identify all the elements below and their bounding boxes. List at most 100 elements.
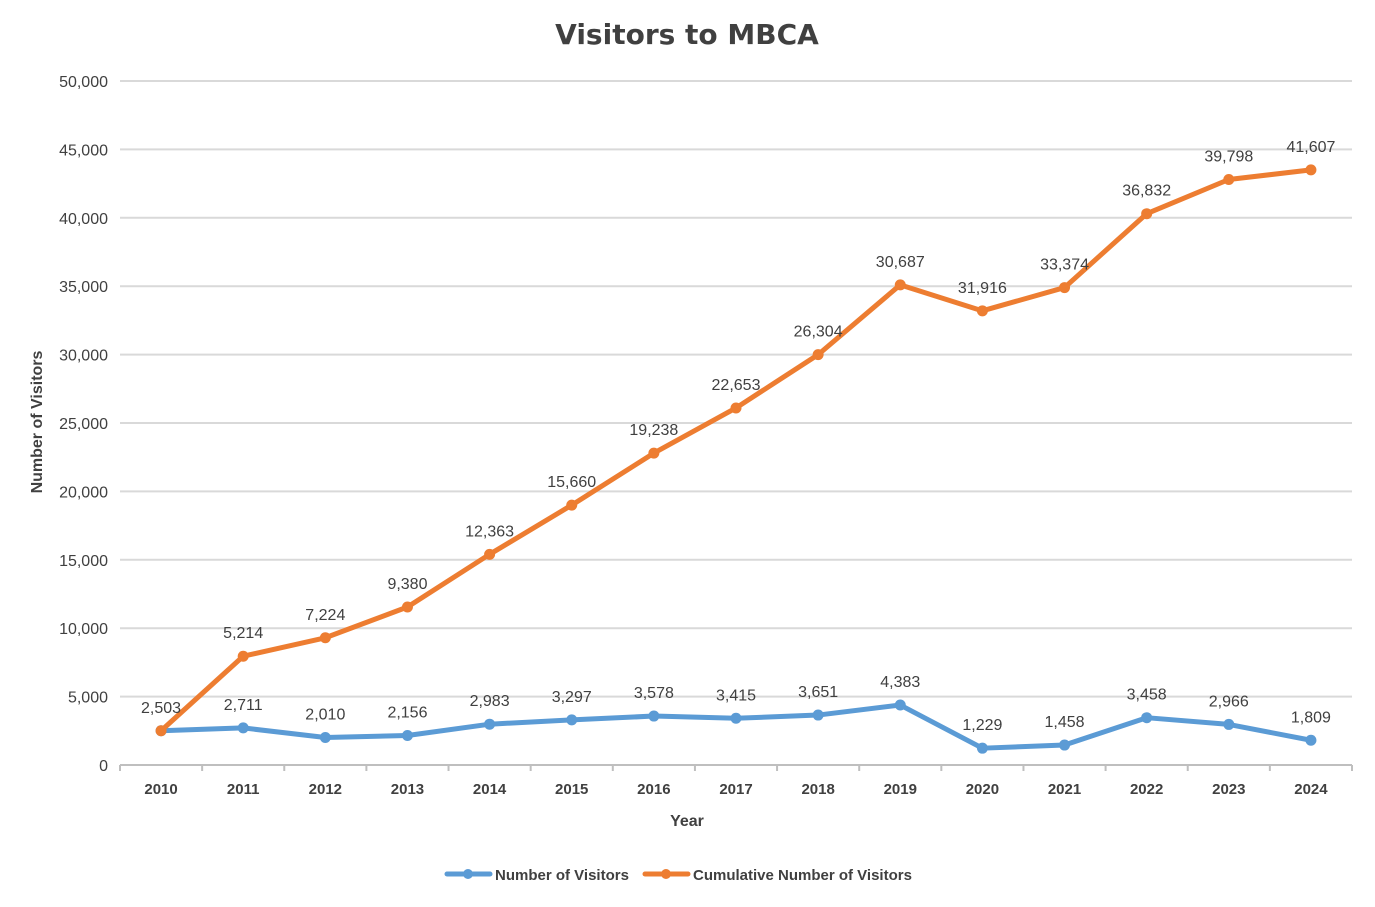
x-tick-label: 2012 bbox=[309, 781, 342, 798]
data-point[interactable] bbox=[1223, 718, 1235, 730]
data-point[interactable] bbox=[1223, 173, 1235, 185]
y-tick-label: 40,000 bbox=[59, 211, 108, 228]
data-point[interactable] bbox=[1059, 739, 1071, 751]
x-tick-label: 2024 bbox=[1294, 781, 1328, 798]
data-label: 22,653 bbox=[712, 377, 761, 394]
data-label: 4,383 bbox=[880, 674, 920, 691]
data-label: 19,238 bbox=[629, 422, 678, 439]
data-point[interactable] bbox=[566, 499, 578, 511]
y-tick-label: 15,000 bbox=[59, 553, 108, 570]
data-label: 2,966 bbox=[1209, 693, 1249, 710]
data-point[interactable] bbox=[1059, 282, 1071, 294]
data-label: 30,687 bbox=[876, 254, 925, 271]
data-point[interactable] bbox=[1305, 734, 1317, 746]
data-point[interactable] bbox=[976, 305, 988, 317]
legend-label-cumulative-number-of-visitors: Cumulative Number of Visitors bbox=[693, 867, 912, 884]
data-point[interactable] bbox=[484, 718, 496, 730]
data-point[interactable] bbox=[730, 402, 742, 414]
data-point[interactable] bbox=[894, 699, 906, 711]
y-tick-label: 5,000 bbox=[68, 690, 108, 707]
data-point[interactable] bbox=[484, 548, 496, 560]
data-label: 2,711 bbox=[224, 697, 263, 714]
data-label: 31,916 bbox=[958, 280, 1007, 297]
data-point[interactable] bbox=[1305, 164, 1317, 176]
x-tick-label: 2017 bbox=[719, 781, 752, 798]
y-axis-tick-labels: 0 5,000 10,000 15,000 20,000 25,000 30,000 35,0… bbox=[59, 74, 108, 775]
legend-item-cumulative-number-of-visitors[interactable]: Cumulative Number of Visitors bbox=[642, 867, 912, 884]
y-tick-label: 25,000 bbox=[59, 416, 108, 433]
x-tick-label: 2023 bbox=[1212, 781, 1245, 798]
data-point[interactable] bbox=[319, 632, 331, 644]
y-tick-label: 45,000 bbox=[59, 142, 108, 159]
series-line-1 bbox=[158, 167, 1314, 734]
data-label: 2,156 bbox=[387, 705, 427, 722]
data-label: 12,363 bbox=[465, 523, 514, 540]
data-point[interactable] bbox=[566, 714, 578, 726]
chart-title: Visitors to MBCA bbox=[555, 18, 819, 51]
data-point[interactable] bbox=[237, 650, 249, 662]
data-point[interactable] bbox=[155, 725, 167, 737]
data-label: 2,503 bbox=[141, 700, 181, 717]
data-point[interactable] bbox=[730, 712, 742, 724]
data-label: 1,809 bbox=[1291, 709, 1331, 726]
y-tick-label: 10,000 bbox=[59, 621, 108, 638]
x-axis bbox=[119, 764, 1353, 771]
data-label: 7,224 bbox=[305, 607, 345, 624]
x-tick-label: 2019 bbox=[884, 781, 917, 798]
data-point[interactable] bbox=[648, 710, 660, 722]
data-label: 3,297 bbox=[552, 689, 592, 706]
x-tick-label: 2021 bbox=[1048, 781, 1081, 798]
x-tick-label: 2015 bbox=[555, 781, 588, 798]
data-point[interactable] bbox=[1141, 208, 1153, 220]
x-tick-label: 2022 bbox=[1130, 781, 1163, 798]
data-label: 36,832 bbox=[1122, 183, 1171, 200]
data-label: 15,660 bbox=[547, 474, 596, 491]
gridlines bbox=[120, 80, 1352, 698]
legend-marker-number-of-visitors bbox=[463, 869, 473, 879]
data-label: 26,304 bbox=[794, 324, 843, 341]
x-tick-label: 2018 bbox=[801, 781, 834, 798]
x-tick-label: 2014 bbox=[473, 781, 507, 798]
data-point[interactable] bbox=[894, 279, 906, 291]
data-label: 33,374 bbox=[1040, 257, 1089, 274]
data-label: 41,607 bbox=[1286, 139, 1335, 156]
data-labels: 2,503 2,711 2,010 2,156 2,983 3,297 3,578 3,415… bbox=[141, 139, 1335, 734]
legend: Number of Visitors Cumulative Number of … bbox=[444, 867, 912, 884]
legend-marker-cumulative bbox=[661, 869, 671, 879]
data-point[interactable] bbox=[812, 349, 824, 361]
x-axis-tick-labels: 2010 2011 2012 2013 2014 2015 2016 2017 2018 2019… bbox=[144, 781, 1328, 798]
y-tick-label: 0 bbox=[99, 758, 108, 775]
data-label: 2,983 bbox=[470, 693, 510, 710]
data-label: 5,214 bbox=[223, 625, 263, 642]
x-tick-label: 2020 bbox=[966, 781, 999, 798]
data-point[interactable] bbox=[812, 709, 824, 721]
data-label: 9,380 bbox=[387, 576, 427, 593]
data-label: 3,458 bbox=[1127, 687, 1167, 704]
data-label: 1,458 bbox=[1045, 714, 1085, 731]
x-tick-label: 2016 bbox=[637, 781, 670, 798]
y-tick-label: 35,000 bbox=[59, 279, 108, 296]
data-point[interactable] bbox=[648, 447, 660, 459]
x-axis-title: Year bbox=[670, 813, 704, 830]
legend-label-number-of-visitors: Number of Visitors bbox=[495, 867, 629, 884]
data-point[interactable] bbox=[237, 722, 249, 734]
y-tick-label: 30,000 bbox=[59, 348, 108, 365]
data-label: 3,578 bbox=[634, 685, 674, 702]
data-point[interactable] bbox=[1141, 712, 1153, 724]
x-tick-label: 2011 bbox=[227, 781, 260, 798]
data-point[interactable] bbox=[401, 601, 413, 613]
x-tick-label: 2010 bbox=[144, 781, 177, 798]
y-axis-title: Number of Visitors bbox=[29, 350, 46, 493]
series-lines bbox=[155, 164, 1317, 754]
x-tick-label: 2013 bbox=[391, 781, 424, 798]
data-point[interactable] bbox=[976, 742, 988, 754]
legend-item-number-of-visitors[interactable]: Number of Visitors bbox=[444, 867, 629, 884]
data-label: 39,798 bbox=[1204, 148, 1253, 165]
y-tick-label: 50,000 bbox=[59, 74, 108, 91]
data-point[interactable] bbox=[401, 730, 413, 742]
data-label: 1,229 bbox=[962, 717, 1002, 734]
y-tick-label: 20,000 bbox=[59, 484, 108, 501]
data-point[interactable] bbox=[319, 732, 331, 744]
data-label: 3,651 bbox=[798, 684, 838, 701]
